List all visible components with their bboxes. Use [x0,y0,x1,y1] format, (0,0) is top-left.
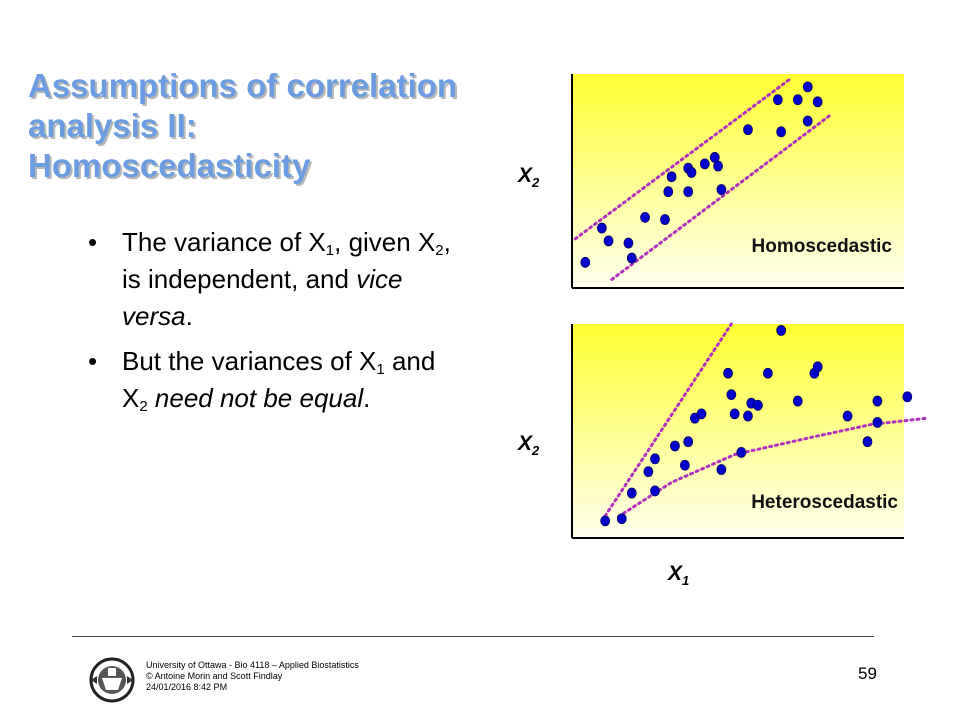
top-data-point [716,184,727,195]
bottom-data-point [736,446,747,458]
bottom-data-point [776,325,787,336]
bottom-data-point [716,464,727,475]
bottom-x-axis-label-main: X [667,562,684,585]
top-data-point [792,94,803,106]
bullet-text-segment: . [363,383,371,413]
top-bound-line [573,76,793,241]
top-data-point [623,237,634,249]
bottom-y-axis-label: X2 [517,432,540,458]
bullet-text-segment: , is independent, and [122,227,451,294]
bottom-data-point [812,361,823,373]
footer-line-2: © Antoine Morin and Scott Findlay [146,671,283,681]
bullet-text-segment: 1 [376,361,385,378]
bottom-y-axis-label-main: X [517,432,534,455]
top-data-point [596,222,607,234]
bottom-x-axis-label-sub: 1 [682,573,689,588]
bottom-y-axis-label-sub: 2 [531,443,540,458]
bottom-data-point [872,395,883,407]
top-data-point [663,186,674,198]
title-line-3: Homoscedasticity [28,147,311,184]
bottom-data-point [902,391,913,403]
top-data-point [686,167,697,178]
bottom-data-point [626,487,637,499]
bullet-text-segment: vice versa [122,264,403,331]
bullet-list: • The variance of X1, given X2, is indepe… [88,224,468,425]
top-data-point [603,235,614,247]
bullet-text-segment: But the variances of X [122,346,377,376]
top-data-point [683,186,694,198]
top-data-point [699,158,710,170]
university-crest-logo [89,657,135,703]
bullet-text-segment: 2 [435,242,444,259]
title-line-2: analysis II: [28,107,197,144]
top-data-point [660,214,670,225]
bullet-text-segment: need not be equal [147,383,364,413]
top-data-point [743,124,753,136]
top-data-point [772,94,783,106]
bottom-data-point [862,436,873,448]
bottom-data-point [616,513,627,525]
bottom-x-axis-label: X1 [667,562,689,588]
bottom-data-point [743,410,753,422]
footer-line-1: University of Ottawa - Bio 4118 – Applie… [146,660,359,670]
top-plot-area [572,74,904,288]
bottom-data-point [729,408,740,420]
bottom-data-point [650,453,660,465]
bullet-text-segment: , given X [334,227,436,257]
bottom-data-point [762,367,773,379]
bottom-data-point [696,408,707,420]
bullet-text-segment: . [185,301,193,331]
bottom-plot-area [572,324,904,538]
top-data-point [812,96,823,108]
top-plot-label: Homoscedastic [752,236,893,257]
top-y-axis-label-sub: 2 [531,175,540,190]
top-data-point [580,256,591,268]
bottom-data-point [872,417,883,428]
bottom-data-point [683,436,694,448]
bullet-text-segment: 2 [139,398,148,415]
top-y-axis-label-main: X [517,164,534,187]
top-data-point [640,211,650,223]
bottom-plot-label: Heteroscedastic [751,492,898,513]
bottom-data-point [600,515,611,527]
page-number: 59 [858,664,877,683]
bullet-text-segment: The variance of X [122,227,326,257]
bottom-data-point [726,389,737,401]
bottom-bound-line [600,322,733,523]
title-line-1: Assumptions of correlation [28,67,458,104]
top-bound-line [610,113,833,281]
bullet-text-segment: and X [122,346,436,413]
top-data-point [666,171,677,183]
bottom-data-point [643,466,654,478]
bottom-data-point [753,399,763,411]
top-y-axis-label: X2 [517,164,540,190]
top-data-point [713,160,723,172]
bullet-item: • The variance of X1, given X2, is indepe… [88,224,468,335]
footer-credits: University of Ottawa - Bio 4118 – Applie… [146,660,359,693]
top-data-point [802,81,813,93]
top-data-point [776,126,787,138]
bottom-data-point [650,485,660,497]
bottom-data-point [670,440,680,452]
footer-line-3: 24/01/2016 8:42 PM [146,682,228,692]
top-data-point [626,252,637,264]
bottom-data-point [679,459,690,471]
slide-title: Assumptions of correlation analysis II: … [28,66,488,186]
bottom-data-point [792,395,803,407]
bullet-text-segment: 1 [325,242,335,259]
bullet-dot-icon: • [88,346,98,376]
footer-divider [72,636,874,637]
top-data-point [802,115,813,127]
bullet-dot-icon: • [88,227,98,257]
bottom-data-point [842,410,853,422]
bottom-data-point [723,367,733,379]
bullet-item: • But the variances of X1 and X2 need not… [88,343,468,417]
